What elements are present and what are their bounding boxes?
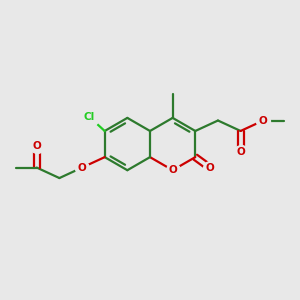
Text: O: O <box>236 147 245 158</box>
Text: Cl: Cl <box>83 112 94 122</box>
Text: O: O <box>259 116 268 125</box>
Text: O: O <box>205 163 214 172</box>
Text: O: O <box>168 165 177 175</box>
Text: O: O <box>32 141 41 151</box>
Text: O: O <box>78 163 86 172</box>
